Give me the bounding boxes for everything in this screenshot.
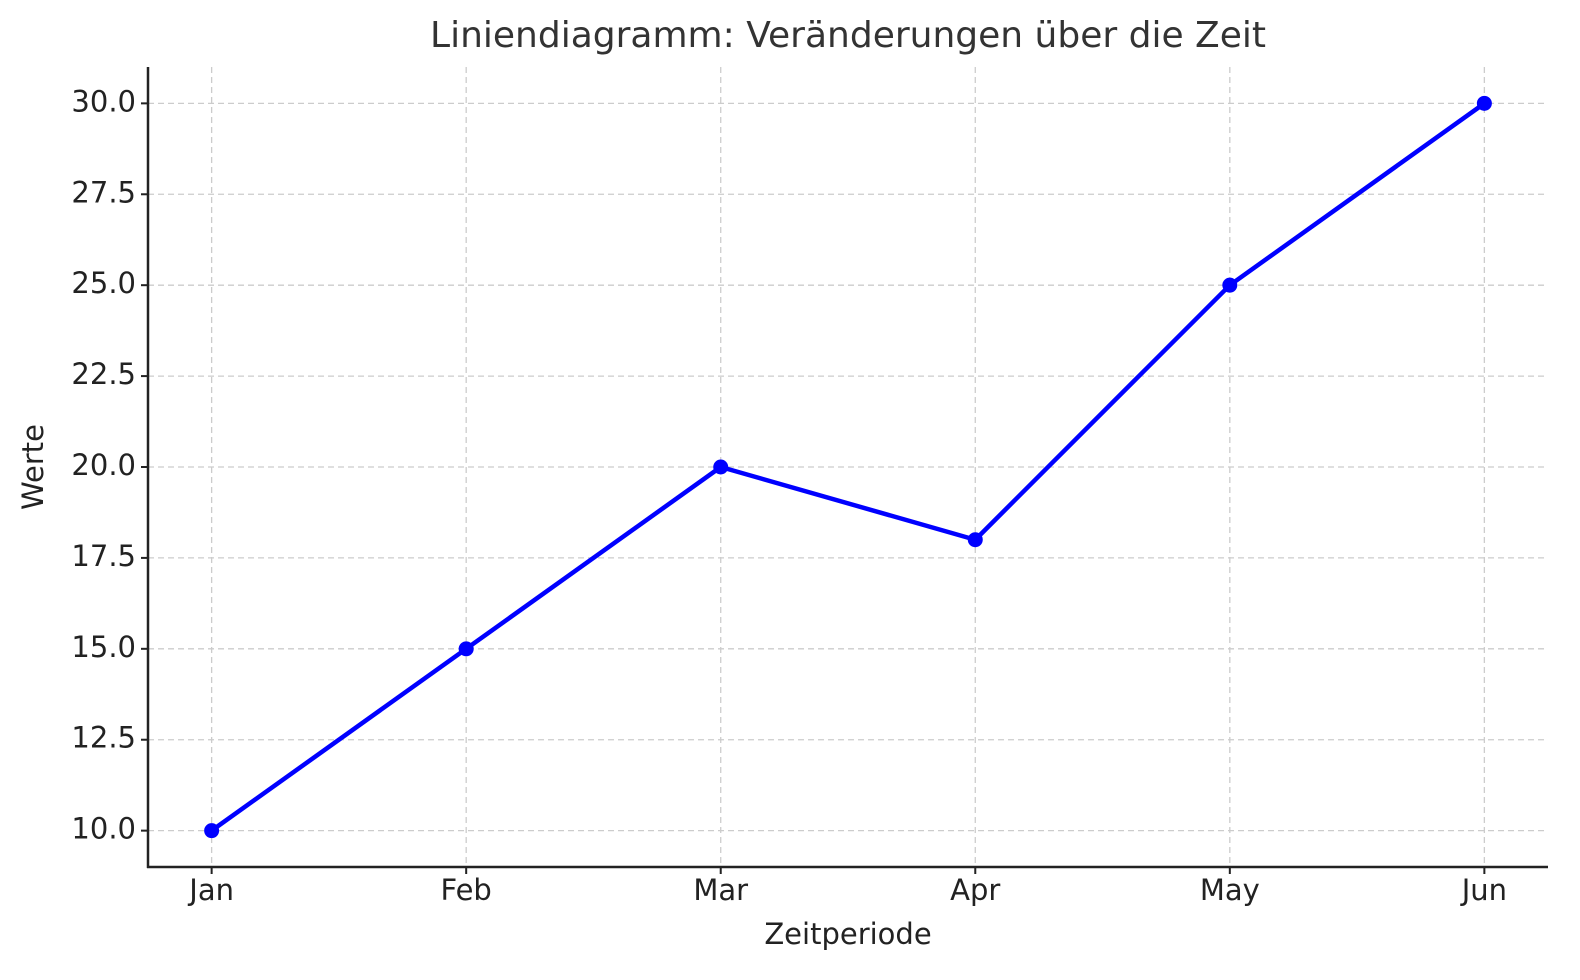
- x-tick-label: May: [1200, 873, 1260, 907]
- y-tick-label: 12.5: [71, 721, 136, 755]
- y-tick-label: 27.5: [71, 175, 136, 209]
- line: [210, 101, 1486, 833]
- y-tick-label: 10.0: [71, 812, 136, 846]
- x-tick-label: Jan: [187, 873, 234, 907]
- point: [713, 459, 729, 475]
- point: [967, 532, 983, 548]
- point: [1222, 277, 1238, 293]
- y-tick-label: 17.5: [71, 539, 136, 573]
- y-tick-label: 20.0: [71, 448, 136, 482]
- x-tick-label: Jun: [1460, 873, 1507, 907]
- x-tick-label: Apr: [950, 873, 1000, 907]
- x-axis-label: Zeitperiode: [764, 917, 931, 951]
- chart-title: Liniendiagramm: Veränderungen über die Z…: [430, 15, 1266, 56]
- point: [204, 823, 220, 839]
- x-tick-label: Mar: [693, 873, 748, 907]
- x-tick-label: Feb: [441, 873, 492, 907]
- y-tick-label: 30.0: [71, 84, 136, 118]
- y-tick-label: 22.5: [71, 357, 136, 391]
- y-axis-label: Werte: [16, 424, 50, 510]
- y-tick-label: 15.0: [71, 630, 136, 664]
- point: [458, 641, 474, 657]
- y-tick-label: 25.0: [71, 266, 136, 300]
- point: [1476, 95, 1492, 111]
